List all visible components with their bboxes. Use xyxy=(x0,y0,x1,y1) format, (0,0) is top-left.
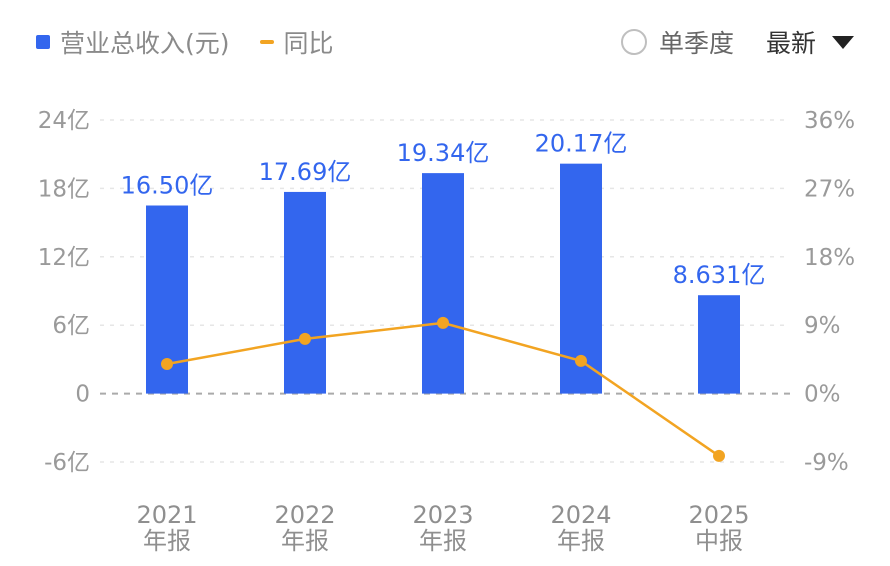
quarter-toggle-label[interactable]: 单季度 xyxy=(658,29,734,58)
legend: 营业总收入(元) 同比 xyxy=(36,24,364,60)
x-tick-report: 中报 xyxy=(695,527,743,555)
y-right-tick-label: -9% xyxy=(804,450,849,476)
bar xyxy=(698,295,740,394)
quarter-radio-icon[interactable] xyxy=(620,29,647,55)
y-right-tick-label: 36% xyxy=(804,108,855,134)
legend-yoy-label: 同比 xyxy=(283,29,334,58)
x-tick-year: 2025 xyxy=(688,501,749,529)
bar-data-label: 19.34亿 xyxy=(397,139,490,167)
revenue-swatch-icon xyxy=(36,35,50,49)
legend-item-yoy[interactable]: 同比 xyxy=(259,24,334,60)
chevron-down-icon[interactable] xyxy=(832,35,854,49)
y-left-tick-label: 6亿 xyxy=(52,313,90,339)
x-tick-report: 年报 xyxy=(419,527,467,555)
chart-controls: 单季度 最新 xyxy=(620,24,854,60)
chart-header: 营业总收入(元) 同比 单季度 最新 xyxy=(0,0,890,90)
y-left-tick-label: 12亿 xyxy=(38,245,90,271)
bar-data-label: 8.631亿 xyxy=(673,261,766,289)
y-left-tick-label: 18亿 xyxy=(38,176,90,202)
yoy-swatch-icon xyxy=(259,40,274,44)
x-tick-year: 2021 xyxy=(136,501,197,529)
yoy-point xyxy=(299,332,311,345)
bar-data-label: 16.50亿 xyxy=(121,172,214,200)
x-tick-report: 年报 xyxy=(281,527,329,555)
y-right-tick-label: 18% xyxy=(804,245,855,271)
x-tick-report: 年报 xyxy=(143,527,191,555)
sort-select[interactable]: 最新 xyxy=(765,29,816,58)
yoy-point xyxy=(575,354,587,367)
x-tick-year: 2023 xyxy=(412,501,473,529)
bar xyxy=(422,173,464,394)
yoy-point xyxy=(161,357,173,370)
y-left-tick-label: 0 xyxy=(75,382,90,408)
y-left-tick-label: -6亿 xyxy=(44,450,90,476)
bar-data-label: 17.69亿 xyxy=(259,158,352,186)
yoy-point xyxy=(713,449,725,462)
bar xyxy=(284,191,326,394)
y-right-tick-label: 0% xyxy=(804,382,841,408)
legend-item-revenue[interactable]: 营业总收入(元) xyxy=(36,24,230,60)
bar-data-label: 20.17亿 xyxy=(535,130,628,158)
y-right-tick-label: 27% xyxy=(804,176,855,202)
y-left-tick-label: 24亿 xyxy=(38,108,90,134)
x-tick-year: 2022 xyxy=(274,501,335,529)
x-tick-year: 2024 xyxy=(550,501,611,529)
legend-revenue-label: 营业总收入(元) xyxy=(60,29,230,58)
y-right-tick-label: 9% xyxy=(804,313,841,339)
yoy-point xyxy=(437,316,449,329)
x-tick-report: 年报 xyxy=(557,527,605,555)
